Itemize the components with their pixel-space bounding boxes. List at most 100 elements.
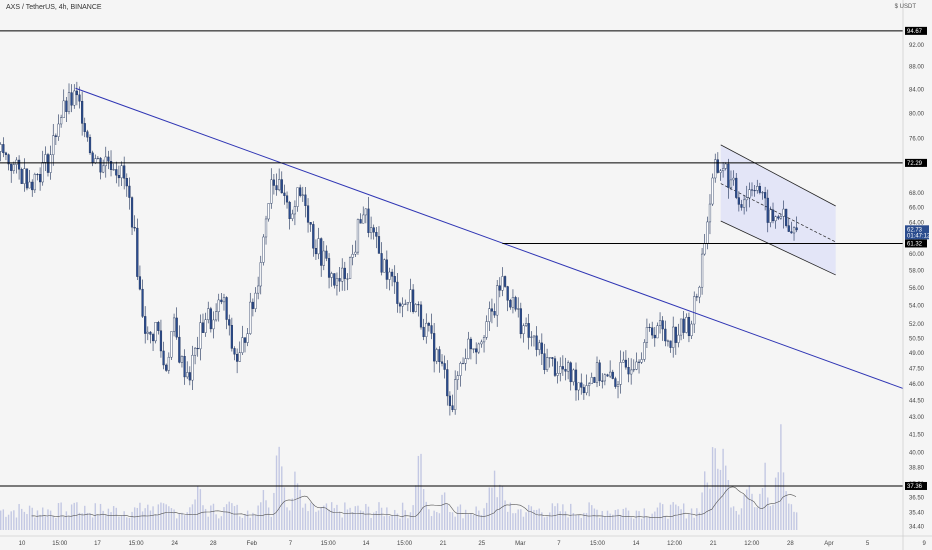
volume-bar [128,517,131,530]
candle-up [241,337,244,353]
candle-down [272,179,275,186]
volume-ma-line [31,486,797,518]
candle-down [144,316,147,334]
candle-up [217,299,220,312]
volume-bar [722,448,724,530]
candle-up [532,335,536,338]
volume-bar [212,503,215,530]
current-price-tag [905,225,929,240]
candle-up [501,276,504,291]
volume-bar [659,502,661,530]
volume-bar [704,471,706,530]
y-tick-label: 56.00 [909,286,925,292]
volume-bar [170,508,173,530]
y-tick-label: 80.00 [909,111,925,117]
candle-down [91,152,94,163]
candle-down [795,227,798,231]
candle-up [530,336,533,338]
volume-bar [383,516,385,530]
candle-down [606,374,609,377]
volume-bar [244,514,246,530]
volume-bar [457,506,459,530]
candle-up [102,165,105,173]
volume-bar [580,517,582,530]
candle-down [230,325,233,349]
candle-up [238,352,241,362]
volume-bar [225,504,228,530]
candle-down [343,267,346,279]
candle-up [351,253,354,258]
x-tick-label: 15:00 [321,541,337,547]
volume-bar [709,488,711,530]
candle-down [398,303,402,307]
volume-bar [543,517,546,530]
volume-bar [36,510,39,530]
candle-down [2,144,5,154]
volume-layer [0,424,798,530]
candle-down [614,378,617,387]
candle-down [20,169,23,184]
candle-down [304,194,307,206]
volume-bar [701,492,703,530]
volume-bar [18,504,20,530]
candle-up [52,135,55,155]
candle-down [527,323,530,338]
volume-bar [149,510,152,530]
x-tick-label: 24 [171,541,178,547]
volume-bar [147,504,149,530]
candle-up [595,362,599,383]
candle-down [188,372,191,381]
volume-bar [567,517,569,530]
level-tag-text: 61.32 [907,241,923,247]
candle-up [756,186,759,191]
candle-up [364,208,367,216]
volume-bar [0,510,2,530]
volume-bar [7,514,10,530]
level-layer [0,30,903,487]
candle-down [735,177,738,198]
volume-bar [767,497,769,530]
candle-down [236,353,239,362]
candle-up [609,371,612,377]
volume-bar [281,466,283,530]
volume-bar [409,512,412,530]
volume-bar [15,517,18,530]
volume-bar [517,509,519,530]
volume-bar [488,487,491,530]
candle-down [39,174,42,183]
x-tick-label: 15:00 [397,541,413,547]
volume-bar [759,493,761,530]
volume-bar [609,513,611,530]
candle-up [215,311,218,321]
volume-bar [743,495,745,530]
volume-bar [34,517,36,530]
volume-bar [782,472,785,530]
candle-down [201,322,205,333]
volume-bar [302,507,304,530]
candle-up [545,357,549,370]
candle-down [551,357,554,359]
volume-bar [533,509,535,530]
volume-bar [65,511,68,530]
volume-bar [73,502,75,530]
candle-down [165,364,168,371]
x-tick-label: 10 [19,541,26,547]
candle-up [414,304,417,312]
x-tick-label: 21 [440,541,447,547]
candle-down [233,348,236,355]
candle-up [354,251,357,255]
candle-down [183,356,186,378]
candle-up [49,154,52,173]
volume-bar [168,506,170,530]
candle-down [175,317,178,338]
volume-bar [47,509,49,530]
candle-down [130,197,134,228]
volume-bar [464,509,467,530]
volume-bar [233,506,236,530]
volume-bar [333,508,336,530]
y-tick-label: 66.00 [909,205,925,211]
candle-down [220,299,223,303]
candle-up [488,308,491,322]
candle-up [645,327,649,343]
